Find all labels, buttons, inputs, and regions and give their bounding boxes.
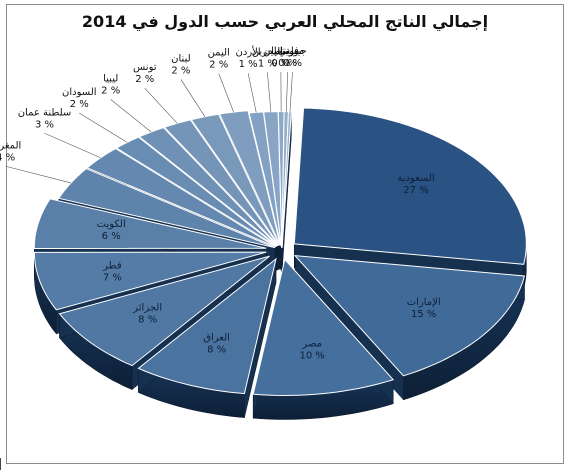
slice-value: 1 % <box>258 58 277 69</box>
slice-value: 27 % <box>403 185 428 196</box>
leader-line <box>44 133 101 159</box>
slice-value: 8 % <box>138 315 157 326</box>
slice-value: 7 % <box>103 272 122 283</box>
slice-value: 2 % <box>101 86 120 97</box>
slice-value: 8 % <box>207 345 226 356</box>
leader-line <box>267 72 272 112</box>
slice-value: 2 % <box>135 74 154 85</box>
chart-title: إجمالي الناتج المحلي العربي حسب الدول في… <box>81 12 489 31</box>
slice-value: 2 % <box>70 99 89 110</box>
leader-line <box>144 87 178 124</box>
slice-value: 6 % <box>102 231 121 242</box>
slice-label: البحرين <box>252 46 283 57</box>
slice-label: المغرب <box>0 140 21 151</box>
slice-label: اليمن <box>208 48 230 59</box>
slice-label: الأردن <box>236 45 261 58</box>
slice-label: ليبيا <box>103 74 118 85</box>
slice-value: 2 % <box>171 66 190 77</box>
slice-label: تونس <box>133 62 157 73</box>
slice-value: 2 % <box>209 60 228 71</box>
slice-top-6 <box>33 251 267 311</box>
slice-label: جيبوتي <box>278 46 307 57</box>
slice-label: الكويت <box>97 219 126 230</box>
edge-mark <box>0 458 1 470</box>
slice-label: السودان <box>62 87 97 98</box>
slice-label: قطر <box>102 260 122 271</box>
slice-value: 0 % <box>271 58 290 69</box>
slice-label: السعودية <box>397 173 434 184</box>
leader-line <box>247 73 257 113</box>
slice-top-2 <box>293 254 526 377</box>
leader-line <box>289 72 293 112</box>
slice-label: لبنان <box>171 54 190 65</box>
slice-top-16 <box>263 111 283 248</box>
slice-top-7 <box>33 198 267 250</box>
leader-line <box>110 99 152 133</box>
slice-top-3 <box>252 258 395 397</box>
slice-label: موريتانيا <box>271 46 304 57</box>
leader-line <box>180 79 206 117</box>
slice-label: العراق <box>203 333 230 344</box>
slice-value: 4 % <box>0 152 15 163</box>
slice-top-11 <box>138 127 278 247</box>
slice-value: 10 % <box>299 351 324 362</box>
slice-top-5 <box>58 255 270 367</box>
leader-line <box>5 165 72 184</box>
slice-top-4 <box>137 257 277 395</box>
slice-value: 15 % <box>411 309 436 320</box>
slice-label: الإمارات <box>407 297 441 308</box>
leader-line <box>285 72 288 112</box>
slice-label: سلطنة عمان <box>18 107 72 118</box>
leader-line <box>218 73 234 113</box>
slice-value: 0 % <box>278 58 297 69</box>
slice-label: فلسطين <box>263 46 299 57</box>
slice-value: 3 % <box>35 119 54 130</box>
slice-value: 0 % <box>283 58 302 69</box>
leader-line <box>79 112 128 143</box>
slice-label: مصر <box>301 339 322 350</box>
slice-top-13 <box>190 113 280 246</box>
slice-label: الجزائر <box>132 303 162 314</box>
slice-top-19 <box>281 111 292 248</box>
slice-top-1 <box>293 107 527 265</box>
slice-value: 1 % <box>239 59 258 70</box>
